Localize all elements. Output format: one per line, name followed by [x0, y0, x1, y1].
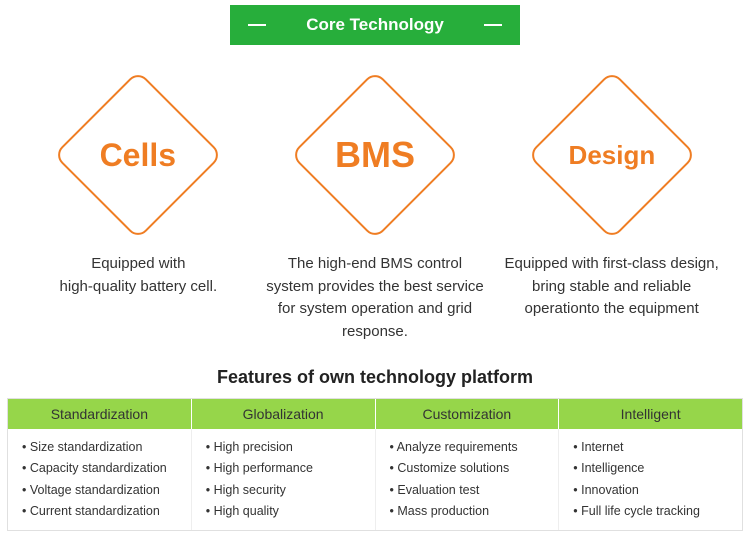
- dash-left: [248, 24, 266, 26]
- table-body: Size standardizationCapacity standardiza…: [8, 429, 742, 530]
- th-2: Customization: [376, 399, 560, 429]
- features-title: Features of own technology platform: [0, 367, 750, 388]
- header-title: Core Technology: [306, 15, 444, 35]
- table-head: StandardizationGlobalizationCustomizatio…: [8, 399, 742, 429]
- diamond-col-1: BMS The high-end BMS control system provi…: [260, 75, 490, 343]
- feature-item: High performance: [206, 458, 365, 479]
- diamond-label-1: BMS: [335, 134, 415, 176]
- feature-item: Voltage standardization: [22, 480, 181, 501]
- diamonds-row: Cells Equipped withhigh-quality battery c…: [0, 75, 750, 343]
- feature-item: High precision: [206, 437, 365, 458]
- diamond-col-2: Design Equipped with first-class design, …: [497, 75, 727, 343]
- diamond-col-0: Cells Equipped withhigh-quality battery c…: [23, 75, 253, 343]
- features-table: StandardizationGlobalizationCustomizatio…: [7, 398, 743, 531]
- td-2: Analyze requirementsCustomize solutionsE…: [376, 429, 560, 530]
- feature-item: High security: [206, 480, 365, 501]
- dash-right: [484, 24, 502, 26]
- feature-item: Intelligence: [573, 458, 732, 479]
- diamond-2: Design: [527, 70, 697, 240]
- td-1: High precisionHigh performanceHigh secur…: [192, 429, 376, 530]
- diamond-0: Cells: [53, 70, 223, 240]
- feature-item: Innovation: [573, 480, 732, 501]
- diamond-label-0: Cells: [100, 136, 176, 173]
- th-1: Globalization: [192, 399, 376, 429]
- feature-item: Internet: [573, 437, 732, 458]
- header-banner: Core Technology: [230, 5, 520, 45]
- feature-item: Size standardization: [22, 437, 181, 458]
- diamond-label-2: Design: [568, 140, 655, 171]
- diamond-1: BMS: [290, 70, 460, 240]
- feature-item: Evaluation test: [390, 480, 549, 501]
- diamond-desc-1: The high-end BMS control system provides…: [260, 253, 490, 343]
- feature-item: Capacity standardization: [22, 458, 181, 479]
- td-3: InternetIntelligenceInnovationFull life …: [559, 429, 742, 530]
- diamond-desc-0: Equipped withhigh-quality battery cell.: [56, 253, 222, 298]
- td-0: Size standardizationCapacity standardiza…: [8, 429, 192, 530]
- feature-item: Analyze requirements: [390, 437, 549, 458]
- th-0: Standardization: [8, 399, 192, 429]
- feature-item: Current standardization: [22, 501, 181, 522]
- diamond-desc-2: Equipped with first-class design, bring …: [497, 253, 727, 321]
- feature-item: High quality: [206, 501, 365, 522]
- feature-item: Customize solutions: [390, 458, 549, 479]
- feature-item: Mass production: [390, 501, 549, 522]
- feature-item: Full life cycle tracking: [573, 501, 732, 522]
- th-3: Intelligent: [559, 399, 742, 429]
